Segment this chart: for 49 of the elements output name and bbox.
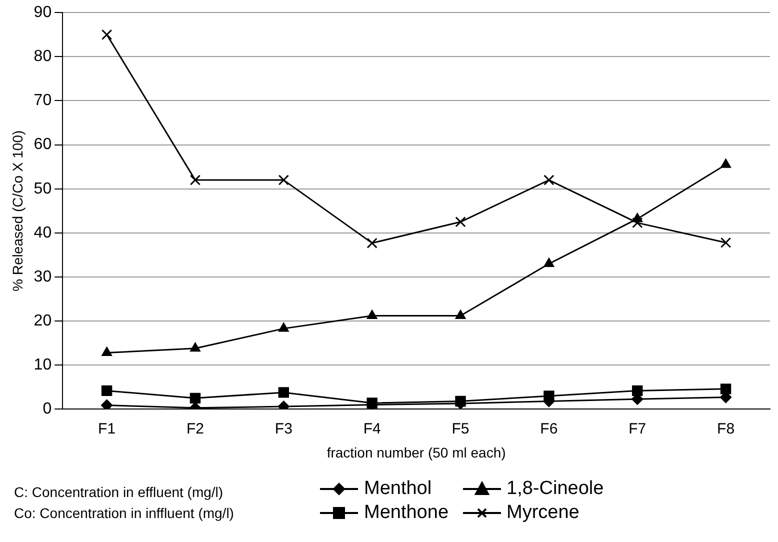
point (101, 29, 112, 40)
y-tick-label: 60 (34, 136, 52, 154)
text: Co: Concentration in inffluent (mg/l) (14, 504, 234, 523)
point (544, 258, 554, 268)
x-tick-label: F6 (540, 420, 558, 438)
point (720, 158, 731, 168)
x-tick-label: F8 (717, 420, 735, 438)
x-tick-label: F1 (98, 420, 116, 438)
y-tick-label: 50 (34, 180, 52, 198)
point (101, 399, 113, 410)
y-tick-label: 80 (34, 48, 52, 66)
point (544, 174, 554, 186)
point (544, 390, 554, 402)
x-tick-label: F7 (628, 420, 646, 438)
point (720, 384, 732, 394)
point (366, 238, 378, 248)
point (455, 396, 466, 407)
y-axis-title: % Released (C/Co X 100) (9, 130, 26, 292)
point (278, 322, 289, 332)
point (632, 385, 643, 396)
y-tick-label: 20 (34, 312, 52, 330)
x-axis-title: fraction number (50 ml each) (326, 444, 506, 460)
point (190, 392, 201, 404)
legend-label: Myrcene (506, 502, 580, 524)
point (632, 217, 643, 228)
point (455, 310, 466, 320)
x-tick-label: F5 (452, 420, 470, 438)
x-tick-label: F2 (186, 420, 204, 438)
y-tick-label: 40 (34, 224, 52, 242)
text: C: Concentration in effluent (mg/l) (14, 483, 224, 502)
y-tick-label: 10 (34, 356, 52, 374)
y-tick-label: 70 (34, 92, 52, 110)
point (190, 174, 201, 186)
point (278, 174, 290, 186)
point (367, 310, 378, 320)
y-tick-label: 90 (34, 4, 52, 22)
point (102, 347, 112, 356)
legend-label: 1,8-Cineole (506, 478, 604, 500)
legend-label: Menthone (364, 502, 449, 524)
point (455, 216, 466, 228)
point (278, 387, 290, 398)
y-tick-label: 0 (42, 400, 52, 418)
x-tick-label: F3 (274, 420, 292, 438)
point (720, 237, 732, 248)
point (190, 342, 200, 352)
y-tick-label: 30 (34, 268, 52, 286)
point (101, 385, 112, 396)
x-tick-label: F4 (363, 420, 381, 438)
legend-label: Menthol (364, 478, 432, 500)
